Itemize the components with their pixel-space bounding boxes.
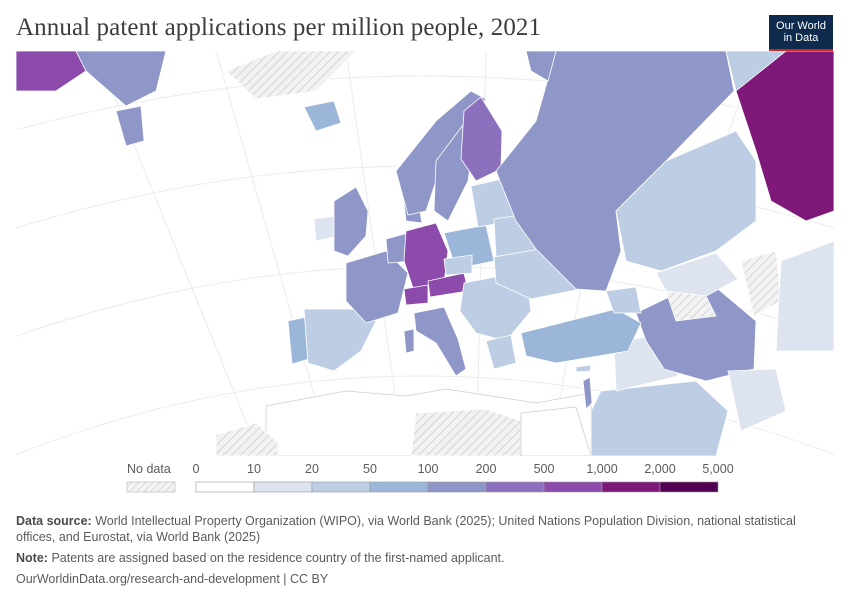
legend-bin-3[interactable] xyxy=(369,481,429,493)
footer: Data source: World Intellectual Property… xyxy=(16,513,831,587)
region-canada-islands[interactable] xyxy=(115,105,145,147)
region-north-america-west[interactable] xyxy=(16,51,87,92)
region-sardinia[interactable] xyxy=(403,328,415,354)
legend-bin-2[interactable] xyxy=(311,481,371,493)
region-greece[interactable] xyxy=(485,334,517,370)
region-switzerland[interactable] xyxy=(403,284,429,306)
legend-bin-0[interactable] xyxy=(195,481,255,493)
region-cyprus[interactable] xyxy=(575,364,592,373)
region-canada-arctic[interactable] xyxy=(75,51,167,107)
data-source-label: Data source: xyxy=(16,514,92,528)
region-saudi-arabia[interactable] xyxy=(590,380,729,456)
chart-title: Annual patent applications per million p… xyxy=(16,14,542,41)
legend-bin-6[interactable] xyxy=(543,481,603,493)
logo-line-2: in Data xyxy=(783,32,819,44)
legend-tick-label: 100 xyxy=(418,462,439,476)
owid-logo[interactable]: Our World in Data xyxy=(769,15,833,52)
region-japan-northeast[interactable] xyxy=(735,51,834,222)
legend-bin-8[interactable] xyxy=(659,481,719,493)
data-source: Data source: World Intellectual Property… xyxy=(16,513,831,545)
legend-tick-label: 50 xyxy=(363,462,377,476)
region-uzbekistan[interactable] xyxy=(655,252,739,297)
legend-tick-label: 2,000 xyxy=(644,462,675,476)
note-label: Note: xyxy=(16,551,48,565)
legend-no-data-swatch[interactable] xyxy=(126,481,176,493)
region-gulf-states[interactable] xyxy=(727,368,787,432)
note: Note: Patents are assigned based on the … xyxy=(16,550,831,566)
region-uk[interactable] xyxy=(333,186,369,257)
legend-tick-label: 200 xyxy=(476,462,497,476)
choropleth-map[interactable] xyxy=(16,51,834,456)
region-israel[interactable] xyxy=(582,376,593,410)
region-pakistan[interactable] xyxy=(775,240,834,352)
legend-tick-label: 1,000 xyxy=(586,462,617,476)
data-source-text: World Intellectual Property Organization… xyxy=(16,514,796,544)
legend-tick-label: 0 xyxy=(193,462,200,476)
region-iceland[interactable] xyxy=(303,100,342,132)
region-caucasus[interactable] xyxy=(605,286,642,314)
legend-bin-7[interactable] xyxy=(601,481,661,493)
map-legend: No data 0 10 20 50 100 200 500 1,000 2,000 5,000 xyxy=(126,462,734,493)
region-czechia[interactable] xyxy=(443,254,473,276)
region-libya[interactable] xyxy=(410,408,522,456)
legend-no-data-label: No data xyxy=(127,462,171,476)
region-italy[interactable] xyxy=(413,306,467,377)
region-western-sahara[interactable] xyxy=(215,422,279,456)
region-turkmenistan[interactable] xyxy=(665,290,717,322)
note-text: Patents are assigned based on the reside… xyxy=(51,551,505,565)
legend-tick-label: 5,000 xyxy=(702,462,733,476)
region-france[interactable] xyxy=(345,250,409,324)
legend-bin-1[interactable] xyxy=(253,481,313,493)
legend-bin-4[interactable] xyxy=(427,481,487,493)
region-greenland[interactable] xyxy=(225,51,357,100)
logo-line-1: Our World xyxy=(776,20,826,32)
source-url[interactable]: OurWorldinData.org/research-and-developm… xyxy=(16,572,329,586)
legend-tick-label: 10 xyxy=(247,462,261,476)
region-egypt[interactable] xyxy=(520,406,592,456)
legend-bin-5[interactable] xyxy=(485,481,545,493)
legend-tick-label: 20 xyxy=(305,462,319,476)
region-kazakhstan[interactable] xyxy=(615,130,757,272)
legend-tick-label: 500 xyxy=(534,462,555,476)
region-svalbard[interactable] xyxy=(525,51,557,82)
